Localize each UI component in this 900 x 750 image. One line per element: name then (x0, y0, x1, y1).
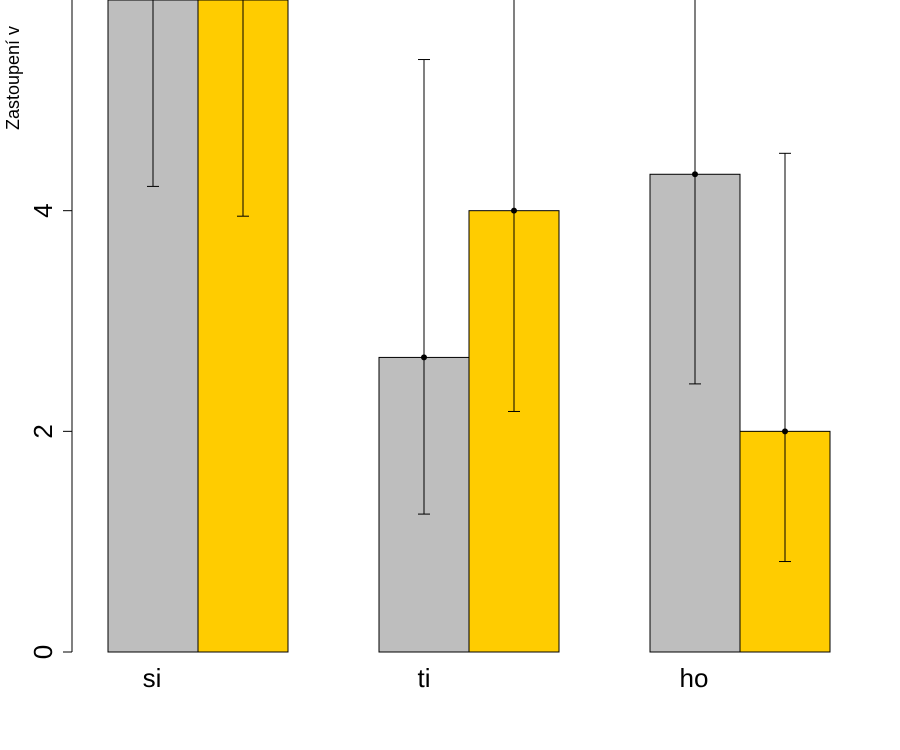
mean-point-ho-series-2 (782, 428, 788, 435)
y-axis-title: Zastoupení v (3, 26, 23, 130)
x-axis-labels: si ti ho (143, 663, 709, 693)
category-label-ti: ti (418, 663, 431, 693)
y-axis: 0 2 4 (28, 0, 73, 659)
y-tick-label-2: 2 (28, 424, 58, 438)
y-tick-label-0: 0 (28, 645, 58, 659)
mean-point-ti-series-2 (511, 207, 517, 214)
category-label-ho: ho (680, 663, 709, 693)
y-tick-label-4: 4 (28, 203, 58, 217)
mean-point-ti-series-1 (421, 354, 427, 361)
plot-area (107, 0, 831, 653)
mean-point-ho-series-1 (692, 171, 698, 178)
category-label-si: si (143, 663, 162, 693)
